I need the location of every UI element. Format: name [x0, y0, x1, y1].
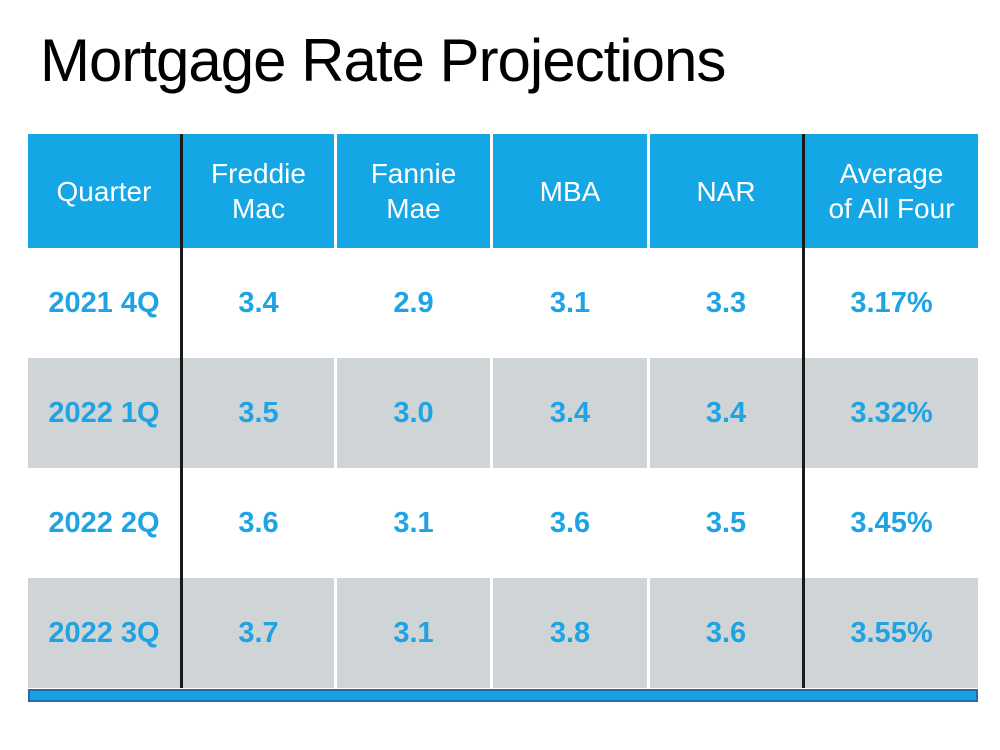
quarter-cell: 2022 1Q: [28, 358, 183, 468]
value-cell: 3.0: [337, 358, 493, 468]
value-cell: 3.4: [493, 358, 650, 468]
value-cell: 3.5: [183, 358, 337, 468]
value-cell: 3.6: [650, 578, 805, 688]
header-cell-quarter: Quarter: [28, 134, 183, 248]
table-row: 2022 3Q 3.7 3.1 3.8 3.6 3.55%: [28, 578, 978, 688]
header-cell-fannie-mae: Fannie Mae: [337, 134, 493, 248]
average-cell: 3.45%: [805, 468, 978, 578]
value-cell: 3.1: [337, 468, 493, 578]
quarter-cell: 2021 4Q: [28, 248, 183, 358]
table-body: 2021 4Q 3.4 2.9 3.1 3.3 3.17% 2022 1Q 3.…: [28, 248, 978, 688]
header-cell-average: Average of All Four: [805, 134, 978, 248]
table-row: 2022 1Q 3.5 3.0 3.4 3.4 3.32%: [28, 358, 978, 468]
header-row: Quarter Freddie Mac Fannie Mae MBA NAR: [28, 134, 978, 248]
accent-bar: [28, 689, 978, 702]
mortgage-rate-projections-table: Quarter Freddie Mac Fannie Mae MBA NAR: [28, 134, 978, 688]
value-cell: 3.4: [183, 248, 337, 358]
value-cell: 3.6: [493, 468, 650, 578]
average-cell: 3.55%: [805, 578, 978, 688]
quarter-cell: 2022 2Q: [28, 468, 183, 578]
value-cell: 3.1: [493, 248, 650, 358]
value-cell: 3.5: [650, 468, 805, 578]
quarter-cell: 2022 3Q: [28, 578, 183, 688]
value-cell: 3.1: [337, 578, 493, 688]
average-cell: 3.17%: [805, 248, 978, 358]
average-cell: 3.32%: [805, 358, 978, 468]
value-cell: 3.7: [183, 578, 337, 688]
value-cell: 3.8: [493, 578, 650, 688]
value-cell: 3.4: [650, 358, 805, 468]
table-header: Quarter Freddie Mac Fannie Mae MBA NAR: [28, 134, 978, 248]
table-row: 2021 4Q 3.4 2.9 3.1 3.3 3.17%: [28, 248, 978, 358]
table-row: 2022 2Q 3.6 3.1 3.6 3.5 3.45%: [28, 468, 978, 578]
value-cell: 3.6: [183, 468, 337, 578]
header-cell-mba: MBA: [493, 134, 650, 248]
value-cell: 2.9: [337, 248, 493, 358]
header-cell-freddie-mac: Freddie Mac: [183, 134, 337, 248]
header-cell-nar: NAR: [650, 134, 805, 248]
page-title: Mortgage Rate Projections: [40, 27, 726, 94]
value-cell: 3.3: [650, 248, 805, 358]
